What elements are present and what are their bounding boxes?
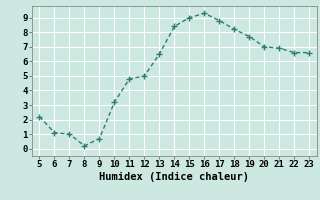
X-axis label: Humidex (Indice chaleur): Humidex (Indice chaleur)	[100, 172, 249, 182]
